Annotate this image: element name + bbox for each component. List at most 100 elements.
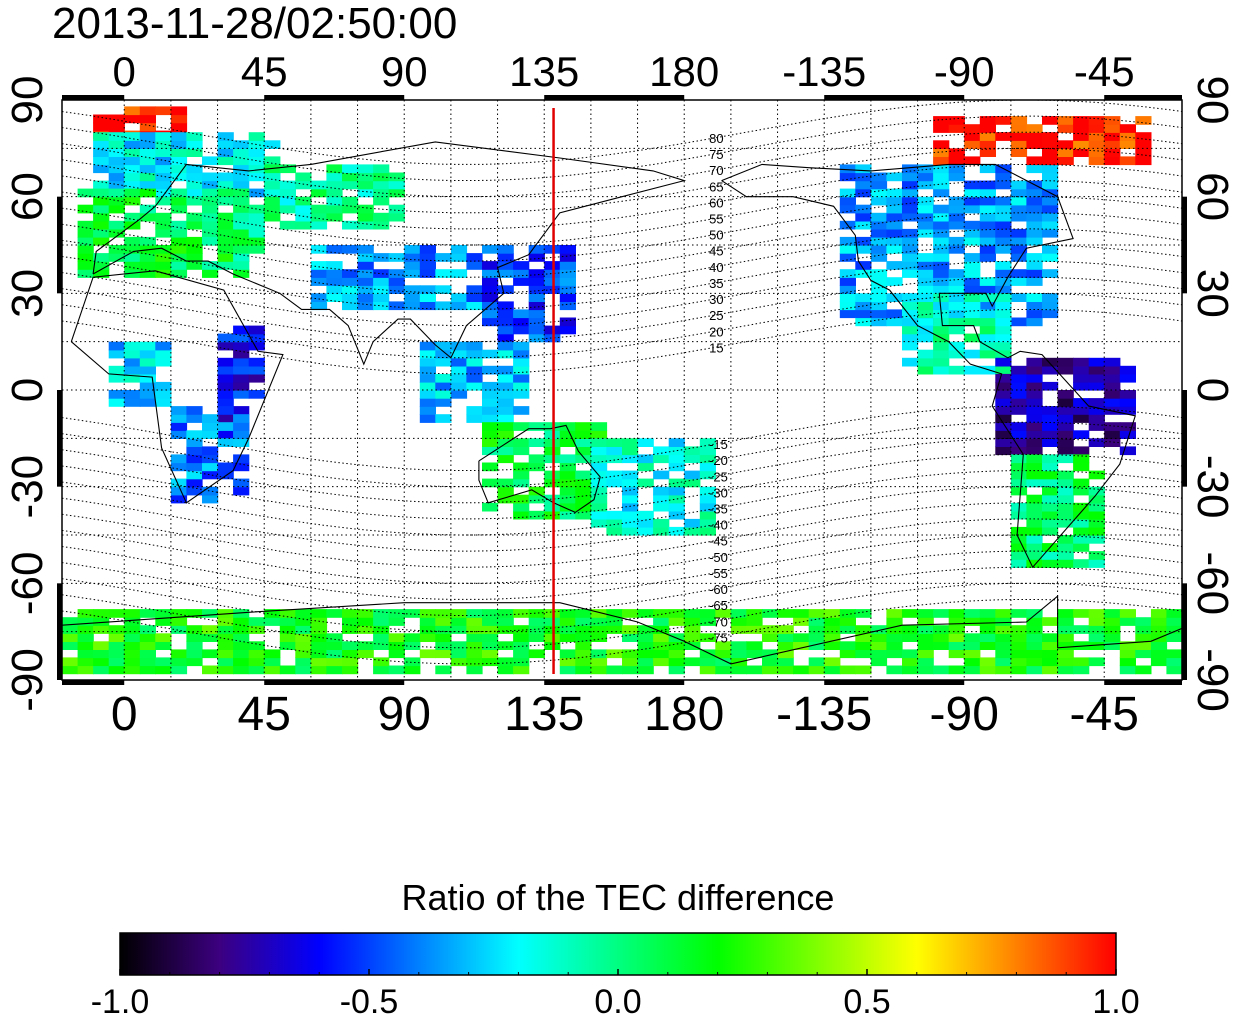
data-cell (139, 204, 156, 214)
data-cell (342, 301, 359, 311)
data-cell (979, 196, 996, 206)
data-cell (1057, 438, 1074, 447)
data-cell (1119, 406, 1136, 415)
data-cell (497, 381, 514, 391)
data-cell (699, 494, 716, 504)
data-cell (575, 438, 592, 447)
data-cell (1042, 478, 1059, 488)
contour-labels: 8075706560555045403530252015-15-20-25-30… (709, 131, 728, 646)
data-cell (186, 641, 203, 650)
data-cell (1088, 510, 1105, 520)
data-cell (1166, 665, 1182, 675)
contour-label: 35 (709, 276, 723, 291)
data-cell (559, 478, 576, 488)
data-cell (902, 625, 919, 634)
data-cell (1119, 617, 1136, 626)
data-cell (870, 277, 888, 286)
data-cell (1135, 140, 1152, 149)
data-cell (93, 188, 110, 198)
data-cell (839, 617, 856, 626)
data-cell (124, 373, 141, 383)
data-cell (1057, 140, 1074, 149)
data-cell (497, 398, 514, 407)
data-cell (933, 293, 950, 302)
data-cell (839, 625, 856, 634)
data-cell (559, 293, 576, 302)
data-cell (886, 228, 903, 238)
data-cell (233, 462, 250, 472)
data-cell (590, 510, 608, 520)
data-cell (1026, 657, 1043, 667)
data-cell (917, 204, 934, 214)
data-cell (964, 220, 981, 230)
data-cell (279, 204, 296, 214)
data-cell (964, 196, 981, 206)
data-cell (1135, 649, 1152, 659)
data-cell (155, 148, 172, 157)
data-cell (1073, 357, 1090, 367)
data-cell (528, 293, 545, 302)
data-cell (653, 609, 670, 618)
data-cell (699, 454, 716, 464)
data-cell (590, 617, 608, 626)
data-cell (1057, 422, 1074, 431)
data-cell (870, 625, 888, 634)
data-cell (544, 325, 561, 335)
data-cell (622, 665, 639, 675)
data-cell (170, 657, 188, 667)
frame-tick-bar-bottom (544, 680, 685, 685)
data-cell (1042, 559, 1059, 568)
data-cell (870, 236, 888, 246)
data-cell (637, 518, 654, 528)
data-cell (964, 633, 981, 642)
data-cell (637, 478, 654, 488)
data-cell (637, 641, 654, 650)
left-tick-label: 0 (3, 378, 52, 402)
data-cell (1088, 414, 1105, 423)
data-cell (933, 245, 950, 254)
data-cell (839, 172, 856, 182)
data-cell (93, 148, 110, 157)
data-cell (279, 188, 296, 198)
data-cell (1042, 357, 1059, 367)
data-cell (1104, 617, 1121, 626)
data-cell (948, 365, 965, 375)
data-cell (170, 422, 188, 431)
data-cell (1026, 132, 1043, 141)
data-cell (1150, 617, 1168, 626)
data-cell (295, 617, 312, 626)
data-cell (544, 641, 561, 650)
data-cell (1042, 212, 1059, 222)
bottom-tick-label: 45 (238, 688, 291, 741)
data-cell (357, 293, 374, 302)
contour-line (62, 486, 1182, 552)
data-cell (108, 649, 125, 659)
contour-label: 60 (709, 195, 723, 210)
data-cell (839, 196, 856, 206)
data-cell (793, 609, 810, 618)
data-cell (1166, 657, 1182, 667)
data-cell (995, 406, 1012, 415)
data-cell (1026, 309, 1043, 319)
data-cell (1026, 164, 1043, 174)
data-cell (139, 269, 156, 278)
data-cell (186, 188, 203, 198)
data-cell (1026, 494, 1043, 504)
data-cell (155, 617, 172, 626)
data-cell (202, 414, 219, 423)
data-cell (1026, 301, 1043, 311)
data-cell (637, 462, 654, 472)
data-cell (559, 325, 576, 335)
data-cell (995, 132, 1012, 141)
data-cell (622, 494, 639, 504)
data-cell (979, 180, 996, 190)
data-cell (870, 228, 888, 238)
data-cell (995, 617, 1012, 626)
data-cell (93, 269, 110, 278)
data-cell (170, 494, 188, 504)
data-cell (155, 657, 172, 667)
data-cell (1057, 116, 1074, 125)
colorbar-title: Ratio of the TEC difference (402, 877, 835, 918)
data-cell (373, 293, 390, 302)
